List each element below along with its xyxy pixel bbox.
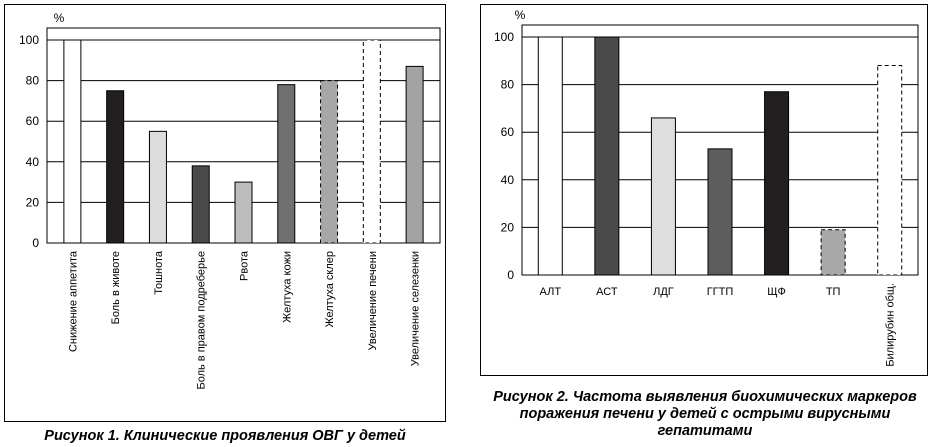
chart-2-frame bbox=[480, 4, 928, 376]
y-tick-label: 60 bbox=[26, 114, 40, 128]
y-tick-label: 20 bbox=[26, 195, 40, 209]
y-tick-label: 20 bbox=[501, 220, 515, 234]
category-label: Рвота bbox=[239, 250, 251, 281]
category-label: Желтуха кожи bbox=[281, 251, 293, 323]
bar-1 bbox=[63, 39, 82, 244]
bar-4 bbox=[191, 165, 210, 244]
bar-3 bbox=[148, 130, 167, 244]
bar-5 bbox=[234, 181, 253, 244]
category-label: ЛДГ bbox=[653, 286, 674, 298]
chart-1-panel: 0 20 40 60 80 100% Снижение аппетита Боль в жив… bbox=[4, 4, 446, 444]
bar-7 bbox=[320, 80, 339, 244]
bar-6 bbox=[277, 84, 296, 244]
y-tick-label: 100 bbox=[494, 30, 514, 44]
bar-3 bbox=[650, 117, 676, 276]
chart-1-frame bbox=[4, 4, 446, 422]
y-tick-label: 60 bbox=[501, 125, 515, 139]
y-tick-label: 80 bbox=[501, 78, 515, 92]
bar-2 bbox=[106, 90, 125, 244]
category-label: АСТ bbox=[596, 286, 618, 298]
category-label: ЩФ bbox=[767, 286, 786, 298]
y-tick-label: 40 bbox=[26, 155, 40, 169]
category-label: ТП bbox=[826, 286, 841, 298]
chart-1: 0 20 40 60 80 100% Снижение аппетита Боль в жив… bbox=[19, 11, 441, 389]
y-tick-label: 40 bbox=[501, 173, 515, 187]
bar-5 bbox=[764, 91, 790, 276]
chart-2-caption: Рисунок 2. Частота выявления биохимическ… bbox=[493, 389, 917, 439]
y-tick-label: 0 bbox=[32, 236, 39, 250]
bar-1 bbox=[537, 36, 563, 276]
bar-6 bbox=[820, 229, 846, 276]
category-label: Увеличение селезенки bbox=[410, 251, 422, 366]
chart-1-caption: Рисунок 1. Клинические проявления ОВГ у … bbox=[44, 428, 406, 444]
category-label: Тошнота bbox=[153, 250, 165, 295]
y-tick-label: 80 bbox=[26, 74, 40, 88]
y-axis-label: % bbox=[54, 11, 65, 25]
category-label: АЛТ bbox=[540, 286, 562, 298]
bar-2 bbox=[594, 36, 620, 276]
bar-7 bbox=[877, 65, 903, 276]
category-label: Снижение аппетита bbox=[67, 250, 79, 352]
chart-2: 0 20 40 60 80 100% АЛТ АСТ ЛДГ ГГТП ЩФ ТП Билирубин … bbox=[494, 8, 919, 367]
category-label: Желтуха склер bbox=[324, 251, 336, 328]
category-label: Боль в животе bbox=[110, 251, 122, 324]
y-tick-label: 0 bbox=[507, 268, 514, 282]
y-axis-label: % bbox=[515, 8, 526, 22]
category-label: Боль в правом подреберье bbox=[196, 251, 208, 389]
category-label: ГГТП bbox=[707, 286, 734, 298]
category-label: Увеличение печени bbox=[367, 251, 379, 350]
y-tick-label: 100 bbox=[19, 33, 39, 47]
bar-8 bbox=[362, 39, 381, 244]
bar-9 bbox=[405, 65, 424, 244]
bar-4 bbox=[707, 148, 733, 276]
category-label: Билирубин общ. bbox=[885, 283, 897, 367]
